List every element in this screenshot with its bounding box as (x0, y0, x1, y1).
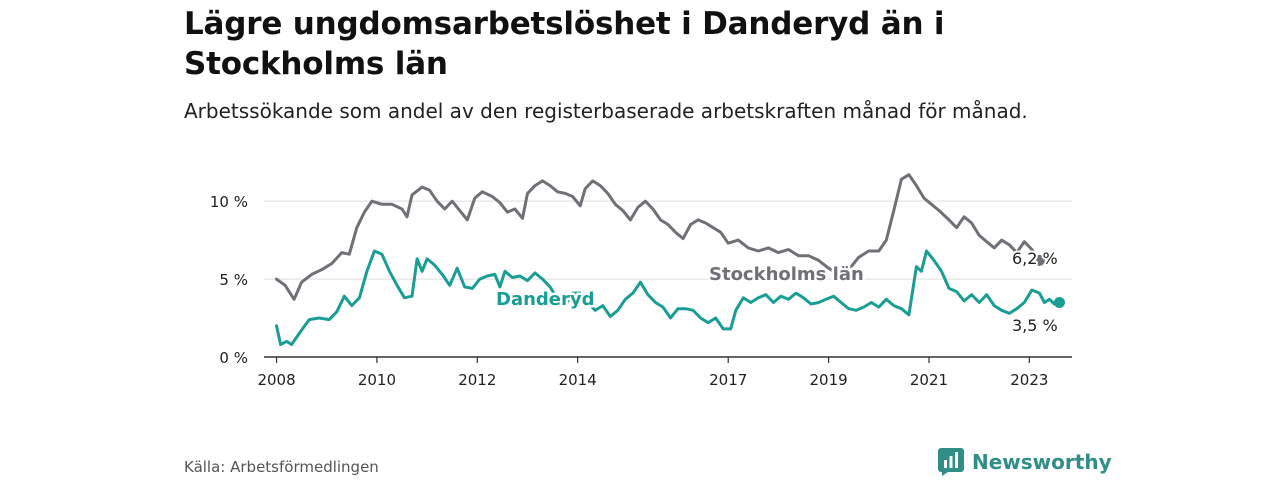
x-tick-label: 2017 (709, 371, 747, 389)
series-label-stockholm: Stockholms län (709, 264, 864, 285)
y-tick-label: 5 % (219, 271, 248, 289)
x-tick-label: 2019 (810, 371, 848, 389)
end-label-stockholm: 6,2 % (1012, 249, 1058, 268)
y-tick-label: 0 % (219, 349, 248, 367)
gridlines (264, 200, 1072, 280)
series-label-danderyd: Danderyd (496, 289, 595, 310)
newsworthy-logo-icon (938, 448, 964, 476)
series-end-marker (1053, 296, 1065, 308)
series-line-stockholms-ln (275, 173, 1041, 301)
y-tick-label: 10 % (210, 193, 248, 211)
x-tick-label: 2021 (910, 371, 948, 389)
source-note: Källa: Arbetsförmedlingen (184, 458, 379, 476)
brand-name: Newsworthy (972, 450, 1112, 474)
end-label-danderyd: 3,5 % (1012, 316, 1058, 335)
x-tick-label: 2008 (257, 371, 295, 389)
brand-logo: Newsworthy (938, 448, 1112, 476)
series-line-danderyd (275, 249, 1061, 346)
chart-subtitle: Arbetssökande som andel av den registerb… (184, 99, 1028, 123)
x-tick-label: 2010 (358, 371, 396, 389)
chart-title: Lägre ungdomsarbetslöshet i Danderyd än … (184, 6, 945, 82)
x-tick-label: 2014 (559, 371, 597, 389)
x-tick-label: 2012 (458, 371, 496, 389)
series-lines (275, 173, 1065, 346)
x-tick-label: 2023 (1010, 371, 1048, 389)
x-axis: 2008 2010 2012 2014 2017 2019 2021 2023 (257, 356, 1072, 389)
y-axis-ticks: 0 % 5 % 10 % (210, 193, 248, 367)
series-end-marker (1033, 254, 1045, 266)
series-labels: Stockholms län Danderyd 6,2 % 3,5 % (494, 247, 1060, 337)
